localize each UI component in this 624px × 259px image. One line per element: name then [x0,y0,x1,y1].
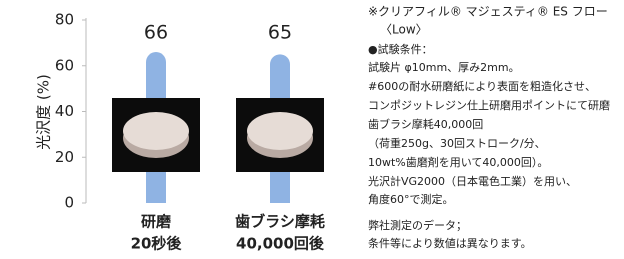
note-line: 10wt%歯磨剤を用いて40,000回）。 [368,155,548,169]
note-line: 光沢計VG2000（日本電色工業）を用い、 [368,174,577,188]
note-line: 弊社測定のデータ； [368,218,467,232]
y-tick-label: 60 [55,56,74,74]
specimen-top [123,112,189,150]
chart: 光沢度 (%) 02040608066研磨20秒後65歯ブラシ摩耗40,000回… [0,0,624,255]
y-tick-label: 40 [55,102,74,120]
y-axis-label: 光沢度 (%) [35,74,53,150]
value-label: 66 [144,22,168,44]
x-tick-label: 40,000回後 [236,235,325,253]
note-line: ●試験条件： [368,42,433,56]
note-line: ※クリアフィル® マジェスティ® ES フロー [368,5,608,19]
x-tick-label: 歯ブラシ摩耗 [235,213,325,231]
note-line: 試験片 φ10mm、厚み2mm。 [368,60,520,74]
y-tick-label: 20 [55,148,74,166]
x-tick-label: 20秒後 [131,235,183,253]
value-label: 65 [268,22,292,44]
note-line: コンポジットレジン仕上研磨用ポイントにて研磨 [368,99,610,112]
note-line: 〈Low〉 [380,23,428,37]
note-line: #600の耐水研磨紙により表面を粗造化させ、 [368,79,596,93]
note-line: 歯ブラシ摩耗40,000回 [368,117,483,131]
specimen-top [247,112,313,150]
note-line: （荷重250g、30回ストローク/分、 [368,136,546,150]
y-tick-label: 80 [55,11,74,29]
note-line: 条件等により数値は異なります。 [368,236,532,250]
y-tick-label: 0 [64,194,74,212]
note-line: 角度60°で測定。 [368,192,454,206]
x-tick-label: 研磨 [141,213,172,231]
